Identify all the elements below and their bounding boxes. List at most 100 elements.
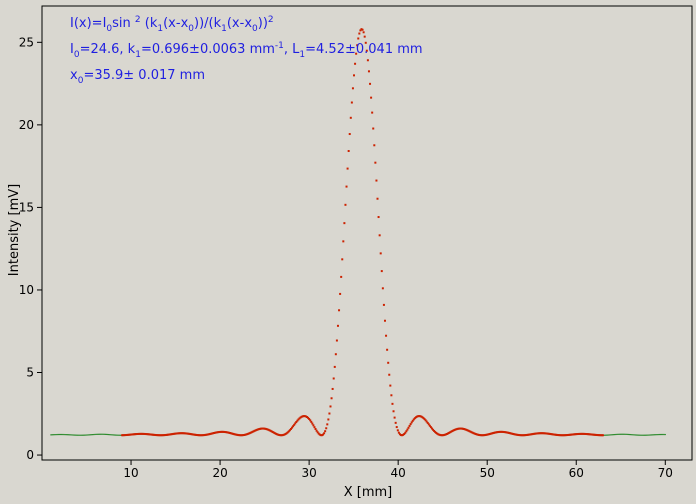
fit-data-point bbox=[175, 432, 178, 435]
fit-data-point bbox=[530, 433, 533, 436]
fit-data-point bbox=[154, 433, 157, 436]
fit-data-point bbox=[354, 62, 357, 65]
data-point bbox=[647, 434, 649, 436]
fit-data-point bbox=[426, 421, 429, 424]
data-point bbox=[79, 434, 81, 436]
data-point bbox=[627, 433, 629, 436]
fit-data-point bbox=[312, 424, 315, 427]
fit-data-point bbox=[179, 432, 182, 435]
fit-data-point bbox=[452, 429, 455, 432]
data-point bbox=[117, 434, 119, 436]
data-point bbox=[635, 434, 638, 436]
fit-data-point bbox=[302, 415, 305, 418]
fit-data-point bbox=[355, 52, 358, 55]
fit-data-point bbox=[357, 37, 360, 40]
fit-data-point bbox=[198, 434, 201, 437]
fit-data-point bbox=[128, 433, 131, 436]
data-point bbox=[657, 434, 659, 436]
x-tick-label: 50 bbox=[480, 466, 495, 480]
fit-data-point bbox=[465, 428, 468, 431]
fit-data-point bbox=[492, 431, 495, 434]
data-point bbox=[608, 434, 610, 436]
fit-data-point bbox=[183, 432, 186, 435]
fit-data-point bbox=[144, 433, 147, 436]
fit-data-point bbox=[491, 432, 494, 435]
fit-data-point bbox=[315, 429, 318, 432]
fit-data-point bbox=[345, 185, 348, 188]
fit-data-point bbox=[553, 433, 556, 436]
fit-data-point bbox=[498, 430, 501, 433]
data-point bbox=[663, 433, 665, 436]
fit-data-point bbox=[208, 433, 211, 436]
fit-data-point bbox=[387, 361, 390, 364]
fit-data-point bbox=[194, 433, 197, 436]
fit-data-point bbox=[299, 416, 302, 419]
fit-data-point bbox=[279, 434, 282, 437]
fit-data-point bbox=[224, 431, 227, 434]
fit-data-point bbox=[545, 432, 548, 435]
fit-data-point bbox=[286, 431, 289, 434]
data-point bbox=[116, 434, 118, 436]
y-tick-label: 10 bbox=[19, 283, 34, 297]
data-point bbox=[51, 434, 53, 436]
fit-data-point bbox=[379, 252, 382, 255]
fit-data-point bbox=[234, 433, 237, 436]
fit-formula: I(x)=I0sin 2 (k1(x-x0))/(k1(x-x0))2 bbox=[70, 15, 274, 34]
fit-data-point bbox=[453, 428, 456, 431]
fit-data-point bbox=[501, 430, 504, 433]
fit-data-point bbox=[512, 432, 515, 435]
fit-data-point bbox=[124, 434, 127, 437]
fit-data-point bbox=[262, 427, 265, 430]
fit-data-point bbox=[271, 431, 274, 434]
fit-data-point bbox=[248, 432, 251, 435]
fit-data-point bbox=[281, 434, 284, 437]
fit-data-point bbox=[336, 324, 339, 327]
data-point bbox=[53, 434, 55, 436]
x-tick-label: 40 bbox=[391, 466, 406, 480]
data-point bbox=[50, 434, 52, 436]
fit-data-point bbox=[205, 433, 208, 436]
fit-data-point bbox=[559, 434, 562, 437]
fit-data-point bbox=[293, 423, 296, 426]
fit-data-point bbox=[130, 433, 133, 436]
data-point bbox=[105, 433, 108, 436]
fit-data-point bbox=[340, 275, 343, 278]
fit-data-point bbox=[373, 144, 376, 147]
fit-data-point bbox=[561, 434, 564, 437]
data-point bbox=[611, 434, 613, 436]
fit-data-point bbox=[351, 87, 354, 90]
data-point bbox=[628, 433, 630, 436]
fit-data-point bbox=[370, 96, 373, 99]
fit-data-point bbox=[593, 433, 596, 436]
fit-data-point bbox=[360, 28, 363, 31]
fit-data-point bbox=[535, 432, 538, 435]
fit-data-point bbox=[283, 433, 286, 436]
fit-data-point bbox=[444, 433, 447, 436]
fit-data-point bbox=[220, 430, 223, 433]
fit-data-point bbox=[348, 133, 351, 136]
fit-data-point bbox=[123, 434, 126, 437]
fit-data-point bbox=[334, 353, 337, 356]
data-point bbox=[52, 434, 54, 436]
fit-data-point bbox=[557, 434, 560, 437]
fit-data-point bbox=[147, 433, 150, 436]
fit-data-point bbox=[166, 433, 169, 436]
fit-data-point bbox=[481, 434, 484, 437]
fit-data-point bbox=[227, 431, 230, 434]
fit-data-point bbox=[303, 415, 306, 418]
fit-data-point bbox=[330, 397, 333, 400]
fit-data-point bbox=[478, 433, 481, 436]
fit-data-point bbox=[447, 432, 450, 435]
fit-data-point bbox=[425, 420, 428, 423]
fit-data-point bbox=[211, 432, 214, 435]
fit-data-point bbox=[371, 111, 374, 114]
fit-data-point bbox=[173, 432, 176, 435]
fit-data-point bbox=[421, 416, 424, 419]
fit-data-point bbox=[331, 387, 334, 390]
fit-data-point bbox=[203, 434, 206, 437]
fit-data-point bbox=[301, 415, 304, 418]
fit-data-point bbox=[566, 434, 569, 437]
fit-data-point bbox=[285, 432, 288, 435]
fit-data-point bbox=[221, 430, 224, 433]
data-point bbox=[651, 434, 654, 436]
